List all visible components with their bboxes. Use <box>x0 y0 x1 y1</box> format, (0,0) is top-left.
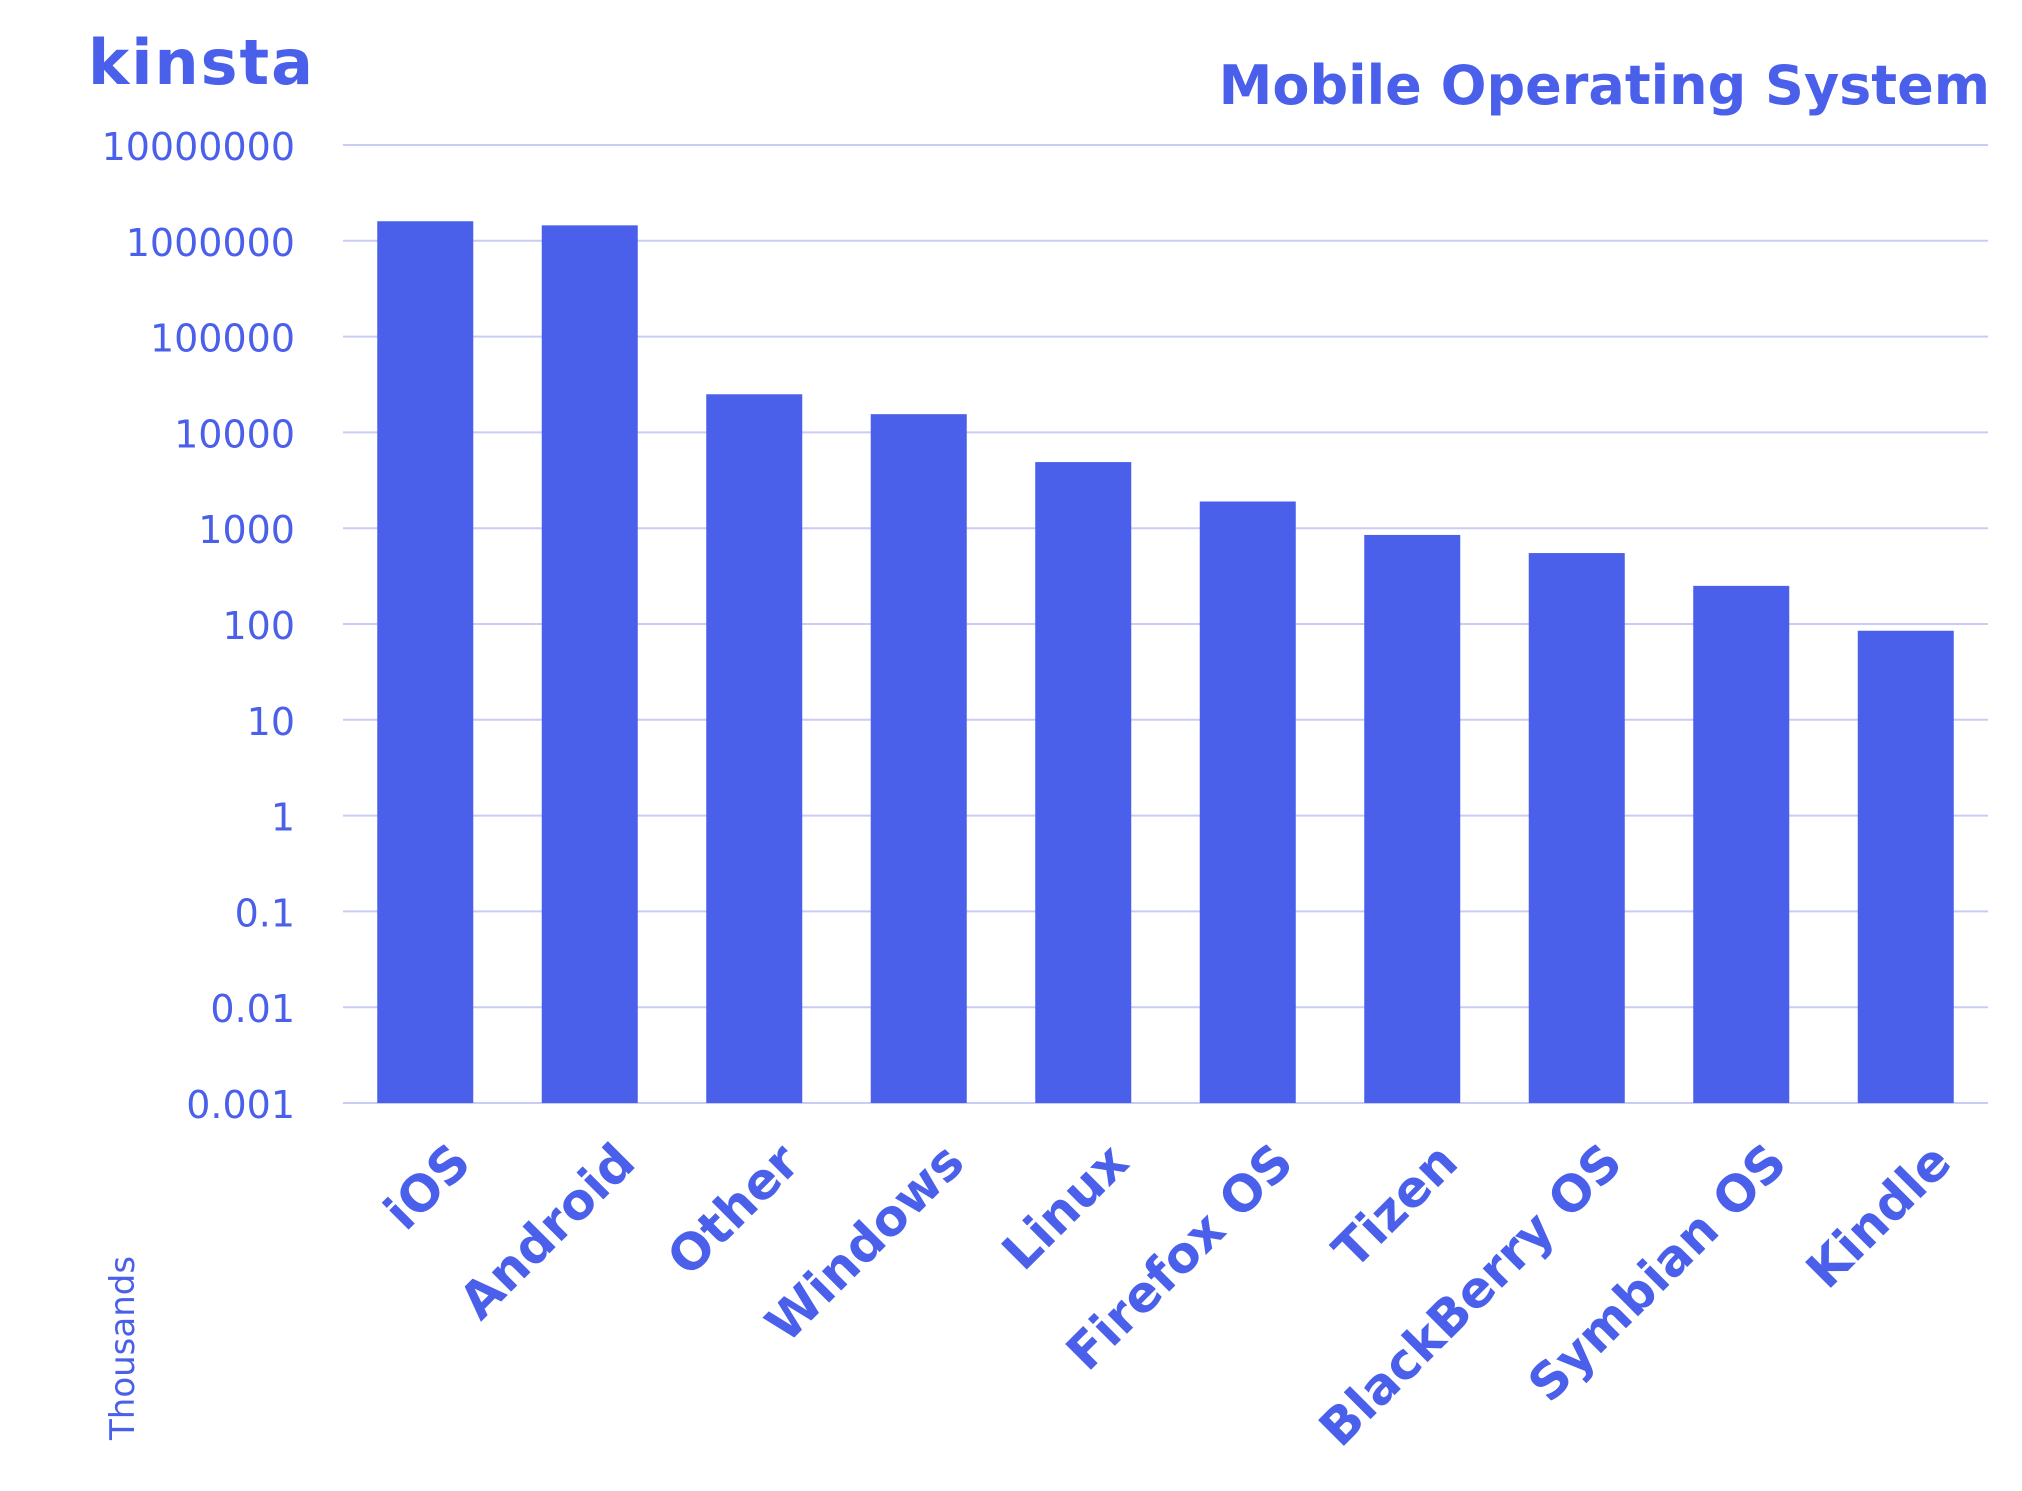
bar-linux <box>1035 462 1132 1103</box>
y-tick-label: 1 <box>271 796 295 840</box>
y-tick-label: 100000 <box>150 317 295 361</box>
y-axis-ticks: 10000000 1000000 100000 10000 1000 100 10 1 0.1 0… <box>102 125 295 1127</box>
x-tick-label: iOS <box>373 1132 482 1241</box>
x-tick-label: Other <box>656 1132 811 1287</box>
bar-android <box>541 225 638 1103</box>
y-tick-label: 10000000 <box>102 125 295 169</box>
bar-other <box>706 394 803 1103</box>
y-tick-label: 0.1 <box>235 891 295 935</box>
bar-kindle <box>1857 630 1954 1103</box>
bar-ios <box>377 221 474 1103</box>
y-tick-label: 100 <box>222 604 295 648</box>
chart-title: Mobile Operating System <box>1219 54 1990 117</box>
y-tick-label: 1000 <box>198 508 295 552</box>
kinsta-logo: kinsta <box>88 26 315 99</box>
x-tick-label: BlackBerry OS <box>1308 1132 1633 1457</box>
y-axis-unit-label: Thousands <box>103 1256 143 1441</box>
y-tick-label: 10 <box>247 700 295 744</box>
bars <box>377 221 1954 1104</box>
bar-tizen <box>1364 534 1461 1103</box>
x-tick-label: Kindle <box>1795 1132 1962 1299</box>
x-tick-label: Android <box>448 1132 646 1330</box>
y-tick-label: 10000 <box>174 412 295 456</box>
y-tick-label: 1000000 <box>126 221 295 265</box>
bar-blackberry-os <box>1528 553 1625 1103</box>
x-tick-label: Linux <box>991 1132 1140 1281</box>
y-tick-label: 0.001 <box>186 1083 295 1127</box>
bar-symbian-os <box>1693 585 1790 1103</box>
y-tick-label: 0.01 <box>210 987 295 1031</box>
bar-firefox-os <box>1199 501 1296 1104</box>
x-tick-label: Tizen <box>1322 1132 1469 1279</box>
bar-windows <box>870 414 967 1103</box>
